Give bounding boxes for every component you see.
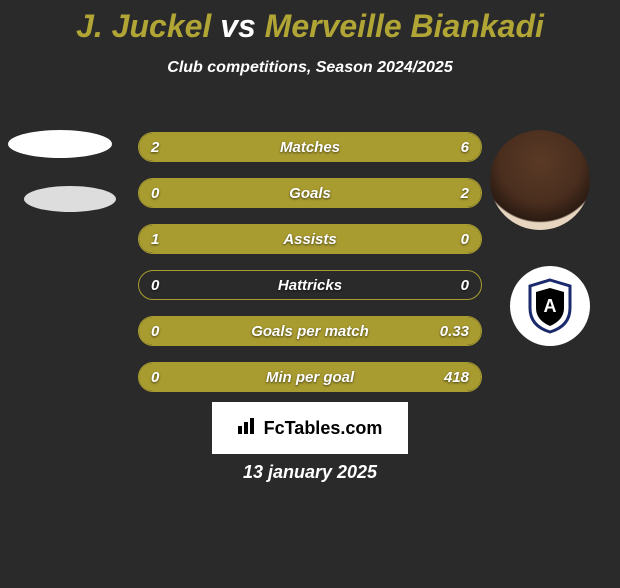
- stat-row: 0 Min per goal 418: [138, 362, 482, 392]
- svg-text:A: A: [544, 296, 557, 316]
- branding-text: FcTables.com: [264, 418, 383, 439]
- shield-icon: A: [526, 278, 574, 334]
- branding-badge: FcTables.com: [212, 402, 408, 454]
- page-title: J. Juckel vs Merveille Biankadi: [0, 8, 620, 45]
- stat-value-right: 0: [461, 271, 469, 299]
- stat-row: 0 Goals 2: [138, 178, 482, 208]
- stat-value-right: 2: [461, 179, 469, 207]
- stat-label: Assists: [139, 225, 481, 253]
- stat-label: Goals per match: [139, 317, 481, 345]
- bar-chart-icon: [238, 418, 258, 439]
- stat-row: 2 Matches 6: [138, 132, 482, 162]
- title-vs: vs: [220, 8, 256, 44]
- stat-label: Goals: [139, 179, 481, 207]
- player2-photo: [490, 130, 590, 230]
- title-player2: Merveille Biankadi: [265, 8, 544, 44]
- stat-label: Hattricks: [139, 271, 481, 299]
- player1-club-badge: [24, 186, 116, 212]
- stat-row: 0 Hattricks 0: [138, 270, 482, 300]
- stat-label: Min per goal: [139, 363, 481, 391]
- subtitle: Club competitions, Season 2024/2025: [0, 59, 620, 77]
- title-player1: J. Juckel: [76, 8, 211, 44]
- player2-club-badge: A: [510, 266, 590, 346]
- player2-face-placeholder: [490, 130, 590, 230]
- stat-row: 1 Assists 0: [138, 224, 482, 254]
- stat-value-right: 6: [461, 133, 469, 161]
- stat-value-right: 0: [461, 225, 469, 253]
- stat-row: 0 Goals per match 0.33: [138, 316, 482, 346]
- stat-label: Matches: [139, 133, 481, 161]
- stats-container: 2 Matches 6 0 Goals 2 1 Assists 0 0 Hatt…: [138, 132, 482, 408]
- player1-photo: [8, 130, 112, 158]
- stat-value-right: 0.33: [440, 317, 469, 345]
- stat-value-right: 418: [444, 363, 469, 391]
- date-label: 13 january 2025: [0, 462, 620, 483]
